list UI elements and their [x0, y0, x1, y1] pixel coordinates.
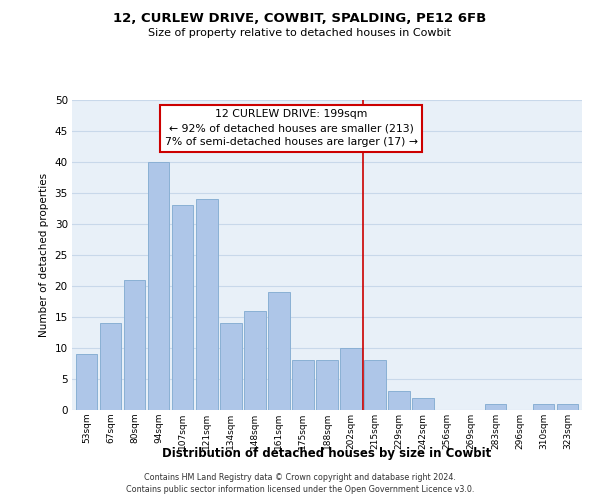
Bar — [533, 404, 554, 410]
Bar — [268, 292, 290, 410]
Text: Distribution of detached houses by size in Cowbit: Distribution of detached houses by size … — [163, 448, 491, 460]
Text: Size of property relative to detached houses in Cowbit: Size of property relative to detached ho… — [149, 28, 452, 38]
Bar — [196, 199, 218, 410]
Text: Contains public sector information licensed under the Open Government Licence v3: Contains public sector information licen… — [126, 485, 474, 494]
Bar — [148, 162, 169, 410]
Bar — [412, 398, 434, 410]
Bar — [485, 404, 506, 410]
Bar — [76, 354, 97, 410]
Bar — [124, 280, 145, 410]
Bar — [244, 311, 266, 410]
Y-axis label: Number of detached properties: Number of detached properties — [39, 173, 49, 337]
Bar — [557, 404, 578, 410]
Bar — [292, 360, 314, 410]
Text: 12, CURLEW DRIVE, COWBIT, SPALDING, PE12 6FB: 12, CURLEW DRIVE, COWBIT, SPALDING, PE12… — [113, 12, 487, 26]
Bar — [340, 348, 362, 410]
Bar — [364, 360, 386, 410]
Bar — [172, 206, 193, 410]
Bar — [316, 360, 338, 410]
Bar — [388, 392, 410, 410]
Text: 12 CURLEW DRIVE: 199sqm
← 92% of detached houses are smaller (213)
7% of semi-de: 12 CURLEW DRIVE: 199sqm ← 92% of detache… — [165, 110, 418, 148]
Bar — [100, 323, 121, 410]
Text: Contains HM Land Registry data © Crown copyright and database right 2024.: Contains HM Land Registry data © Crown c… — [144, 472, 456, 482]
Bar — [220, 323, 242, 410]
